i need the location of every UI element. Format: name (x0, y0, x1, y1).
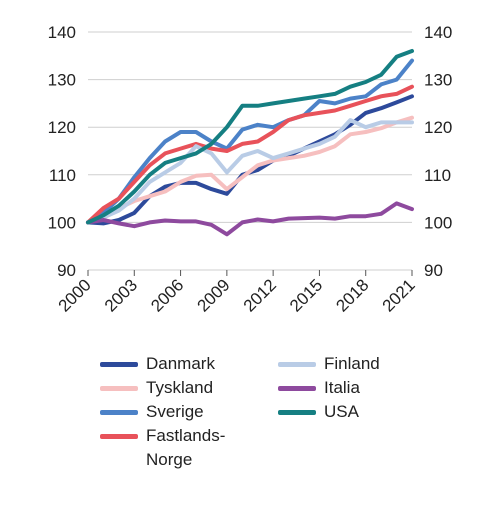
legend-swatch (100, 434, 138, 439)
y-tick-label: 120 (48, 118, 76, 137)
x-tick-label: 2012 (240, 275, 280, 315)
x-axis: 2000 2003 2006 2009 2012 2015 2018 2021 (55, 270, 419, 316)
legend-swatch (100, 386, 138, 391)
x-tick-label: 2000 (55, 275, 95, 315)
legend-swatch (100, 362, 138, 367)
series-line-1 (86, 115, 414, 225)
series-line-3 (86, 84, 414, 225)
y-tick-label: 140 (48, 23, 76, 42)
series-lines (86, 49, 414, 237)
x-tick-label: 2021 (379, 275, 419, 315)
legend-label: Fastlands- Norge (146, 426, 226, 469)
x-tick-label: 2015 (286, 275, 326, 315)
legend-label: Danmark (146, 354, 215, 373)
legend-swatch (278, 362, 316, 367)
legend-label: Sverige (146, 402, 204, 421)
y-tick-label: 90 (57, 261, 76, 280)
series-line-5 (86, 201, 414, 237)
series-line-2 (86, 58, 414, 225)
y-tick-label-right: 110 (424, 166, 451, 185)
y-axis-right: 90 100 110 120 130 140 (424, 23, 452, 280)
x-tick-label: 2018 (332, 275, 372, 315)
series-line-4 (86, 118, 414, 225)
legend-swatch (278, 410, 316, 415)
legend-label: Tyskland (146, 378, 214, 397)
x-tick-label: 2009 (194, 275, 234, 315)
y-tick-label-right: 130 (424, 71, 452, 90)
legend-label: Italia (324, 378, 360, 397)
y-tick-label: 110 (49, 166, 76, 185)
legend-swatch (278, 386, 316, 391)
y-axis-left: 90 100 110 120 130 140 (48, 23, 76, 280)
y-tick-label-right: 120 (424, 118, 452, 137)
gridlines (88, 31, 412, 271)
legend-swatch (100, 410, 138, 415)
y-tick-label-right: 90 (424, 261, 443, 280)
x-tick-label: 2006 (147, 275, 187, 315)
y-tick-label-right: 100 (424, 213, 452, 232)
legend-label: Finland (324, 354, 380, 373)
y-tick-label: 130 (48, 71, 76, 90)
series-line-6 (86, 49, 414, 225)
y-tick-label-right: 140 (424, 23, 452, 42)
y-tick-label: 100 (48, 213, 76, 232)
line-chart: 90 100 110 120 130 140 90 100 110 120 130 140 2000… (48, 23, 453, 316)
x-tick-label: 2003 (101, 275, 141, 315)
legend-label: USA (324, 402, 359, 421)
series-line-0 (86, 94, 414, 226)
